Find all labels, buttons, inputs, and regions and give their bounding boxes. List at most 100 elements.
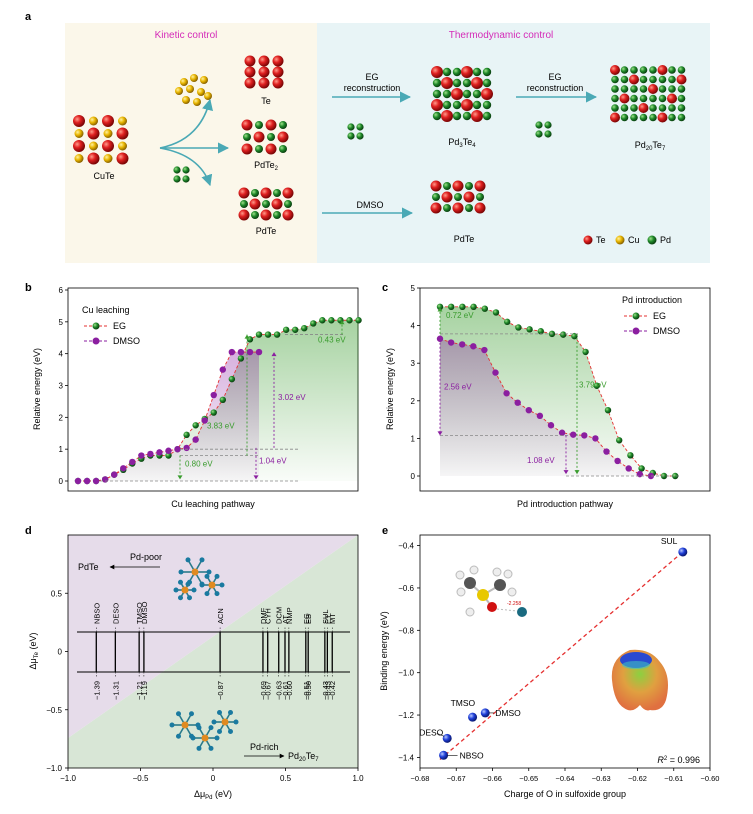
- axes-e: −0.68 −0.67 −0.66 −0.65 −0.64 −0.63 −0.62 −0.61…: [398, 542, 719, 783]
- pd-atom: [255, 145, 263, 153]
- crystal-pd-atom: [228, 709, 233, 715]
- binding-point: [480, 708, 490, 718]
- ylabel-d-sub: Te: [34, 651, 40, 658]
- te-atom: [610, 65, 620, 75]
- dmso-point: [219, 366, 226, 373]
- pd-atom: [465, 182, 473, 190]
- dmso-point: [547, 422, 555, 429]
- te-atom: [249, 198, 261, 210]
- y-tick-label: 6: [59, 286, 64, 295]
- h-atom: [469, 565, 479, 575]
- ylabel-c: Relative energy (eV): [385, 348, 395, 430]
- cu-atom: [89, 141, 98, 151]
- pd-atom: [639, 85, 648, 93]
- panel-a: a Kinetic control Thermodynamic control …: [25, 11, 710, 263]
- eg-point: [301, 325, 308, 332]
- dmso-point: [470, 343, 477, 350]
- pd-atom: [620, 104, 629, 112]
- eg-point: [282, 326, 290, 333]
- pd-atom: [432, 111, 442, 121]
- pd-atom: [443, 204, 451, 212]
- ann-302: 3.02 eV: [278, 393, 306, 402]
- y-tick-label: 0: [411, 472, 416, 481]
- plot-area-e: SUL TMSO DMSO DESO NBSO: [419, 536, 688, 761]
- pd-atom: [482, 111, 492, 121]
- legend-b: Cu leaching EG DMSO: [82, 305, 140, 346]
- eg-point: [582, 348, 589, 356]
- cu-atom: [103, 129, 113, 138]
- eg-point: [526, 326, 533, 333]
- eg-point: [346, 317, 353, 324]
- solvent-name: ET: [323, 614, 332, 624]
- y-tick-label: 3: [59, 382, 64, 391]
- crystal-pd-atom: [219, 582, 225, 588]
- eg-point: [593, 382, 600, 389]
- ylabel-d-unit: (eV): [28, 632, 38, 652]
- pd-atom: [173, 175, 181, 183]
- pd-atom: [251, 211, 259, 219]
- arrow-302-head: [271, 352, 277, 357]
- pd-atom: [452, 100, 462, 110]
- dmso-point: [481, 346, 488, 354]
- dmso-point: [210, 391, 217, 399]
- y-ticks: 0 1 2 3 4 5 6: [59, 286, 68, 486]
- pd-atom: [442, 89, 452, 99]
- te-atom: [241, 143, 253, 155]
- te-atom: [258, 66, 270, 78]
- dmso-point: [174, 445, 181, 453]
- binding-point: [678, 547, 688, 557]
- solvent-lines: NBSO −1.39 DESO −1.31 TMSO −1.21 DMSO −1.19 ACN −…: [92, 601, 337, 700]
- y-tick-label: 4: [59, 350, 64, 359]
- eg-point: [492, 309, 500, 316]
- x-tick-label: −0.66: [483, 774, 502, 783]
- crystal-pd-atom: [199, 557, 205, 563]
- y-tick-label: −0.4: [398, 542, 414, 551]
- point-label: DMSO: [495, 708, 521, 718]
- xlabel-d-sub: Pd: [205, 795, 212, 801]
- te-atom: [481, 88, 493, 100]
- dmso-point: [129, 458, 136, 466]
- pd-spheres: [173, 166, 190, 183]
- solvent-name: EG: [302, 613, 311, 624]
- crystal-pd-atom: [189, 711, 194, 717]
- fit-line: [439, 551, 684, 761]
- kinetic-arrow-down: [159, 147, 213, 187]
- pd-atom: [649, 75, 657, 84]
- pd-atom: [620, 113, 629, 122]
- dmso-point: [503, 390, 510, 397]
- r2-text: R2 = 0.996: [657, 755, 700, 765]
- te-atom: [241, 119, 253, 131]
- pd-atom: [472, 89, 482, 99]
- eg-point: [604, 407, 612, 414]
- solvent-value: −0.69: [259, 681, 268, 700]
- dmso-point: [570, 431, 577, 438]
- pd20te7-d-sub2: 7: [315, 757, 319, 763]
- pd-spheres: [347, 123, 364, 140]
- solvent-value: −0.43: [321, 681, 330, 700]
- x-tick-label: −1.0: [60, 774, 76, 783]
- legend-pd: Pd: [660, 235, 671, 245]
- h-atom: [492, 567, 502, 577]
- pd-atom: [677, 66, 686, 74]
- binding-point: [468, 712, 478, 722]
- pd-atom: [649, 94, 657, 103]
- eg-point: [228, 375, 236, 383]
- c-atom: [464, 577, 476, 589]
- arrow-383-head: [244, 334, 250, 339]
- plot-area-b: 0.43 eV 3.02 eV 3.83 eV 0.80 eV 1.04 eV: [74, 317, 362, 485]
- x-tick-label: −0.68: [411, 774, 430, 783]
- crystal-te-atom: [221, 718, 229, 726]
- eg-point: [436, 303, 444, 310]
- y-tick-label: 0.5: [51, 589, 63, 598]
- dmso-point: [492, 369, 499, 376]
- te-atom: [430, 202, 442, 214]
- crystal-te-atom: [181, 721, 189, 729]
- pd20te7-te: Te: [652, 140, 662, 150]
- crystal-pd-atom: [176, 711, 181, 717]
- panel-e: e −0.68 −0.67 −0.66 −0.65 −0.64 −0.63 −0.62 −0.…: [379, 525, 719, 799]
- y-tick-label: 0: [58, 648, 63, 657]
- h-atom: [465, 607, 475, 617]
- x-tick-label: −0.67: [447, 774, 466, 783]
- legend-title-b: Cu leaching: [82, 305, 130, 315]
- te-atom: [282, 209, 294, 221]
